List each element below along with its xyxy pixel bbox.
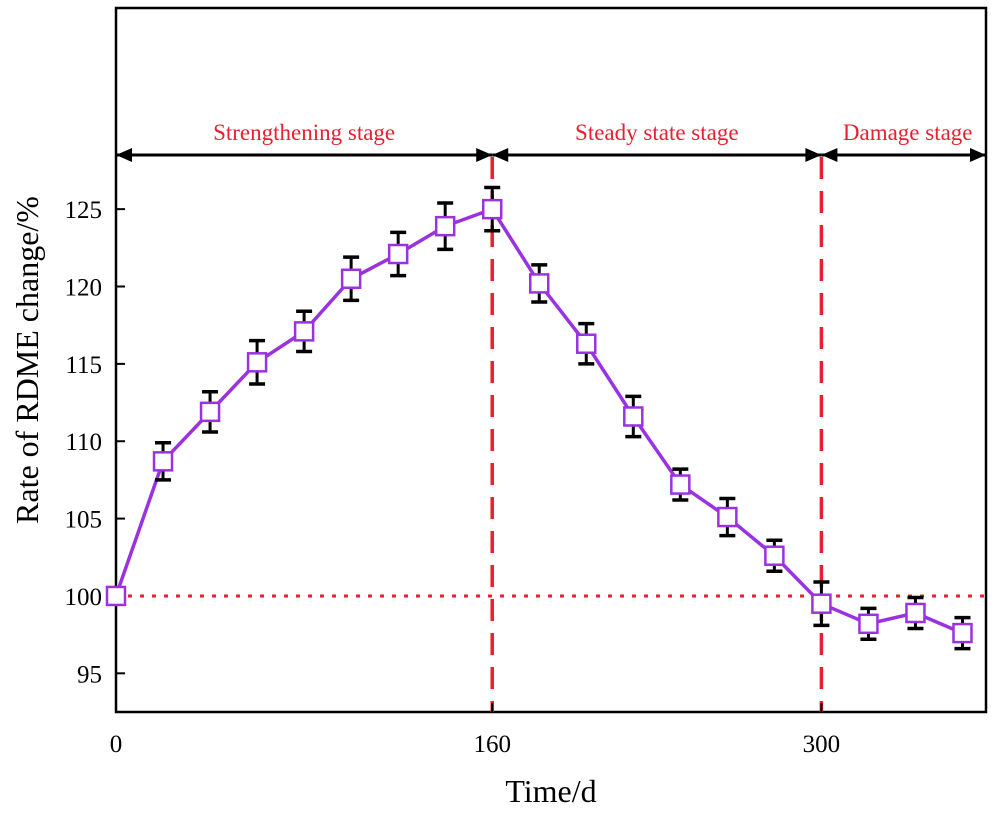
data-point [246, 352, 268, 373]
y-tick-label: 105 [65, 507, 103, 534]
data-point [905, 602, 926, 624]
stage-arrowhead [821, 148, 838, 162]
data-point [481, 198, 503, 220]
data-point [670, 474, 691, 495]
y-axis-title: Rate of RDME change/% [9, 196, 45, 524]
ticks-layer: 95 100 105 110 115 120 125 0 160 300 [65, 197, 841, 758]
data-point [152, 451, 174, 472]
data-point [105, 585, 127, 607]
data-point [858, 613, 879, 635]
y-tick-label: 95 [77, 661, 102, 688]
y-tick-label: 110 [65, 429, 102, 456]
data-point [811, 593, 832, 614]
data-point [434, 215, 456, 237]
stage-arrowhead [476, 148, 493, 162]
data-point [387, 243, 409, 265]
data-point [717, 506, 738, 528]
stage-label: Steady state stage [575, 120, 739, 145]
stages-layer: Strengthening stage Steady state stage Dam… [116, 120, 986, 712]
data-point [293, 321, 315, 342]
stage-arrowhead [970, 148, 986, 162]
x-tick-label: 160 [473, 731, 511, 758]
stage-arrowhead [492, 148, 509, 162]
y-tick-label: 100 [65, 584, 103, 611]
stage-label: Strengthening stage [213, 120, 395, 145]
data-point [340, 268, 362, 290]
stage-arrowhead [805, 148, 822, 162]
x-tick-label: 300 [803, 731, 841, 758]
x-axis-title: Time/d [505, 773, 596, 809]
series-layer [105, 185, 973, 651]
data-point [764, 545, 785, 566]
data-point [199, 401, 221, 423]
plot-frame [114, 6, 988, 714]
stage-arrowhead [116, 148, 132, 162]
y-tick-label: 120 [65, 275, 103, 302]
data-point [623, 406, 644, 427]
data-point [528, 273, 550, 294]
data-point [576, 333, 597, 355]
y-tick-label: 115 [65, 352, 102, 379]
stage-label: Damage stage [843, 120, 973, 145]
y-tick-label: 125 [65, 197, 103, 224]
data-point [952, 622, 973, 644]
x-tick-label: 0 [110, 731, 123, 758]
